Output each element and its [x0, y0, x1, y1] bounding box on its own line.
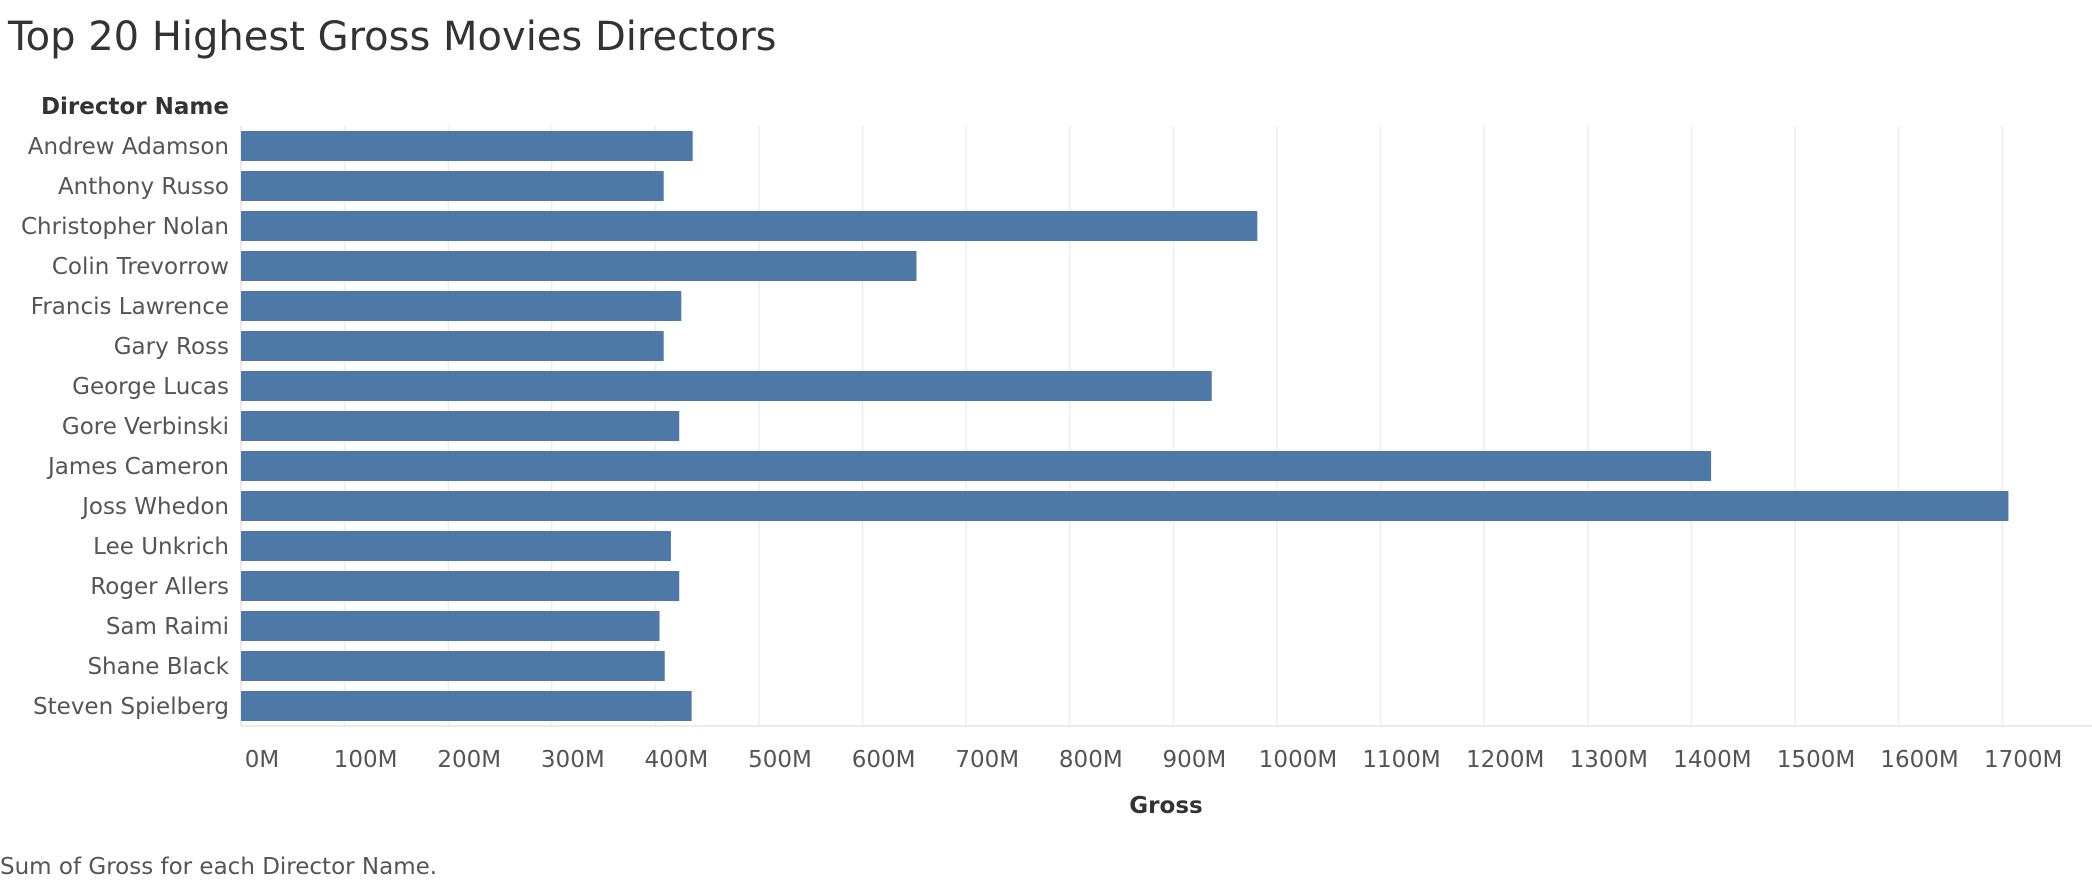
category-label: Anthony Russo: [58, 174, 229, 200]
bar[interactable]: [241, 331, 664, 361]
category-label: Colin Trevorrow: [52, 254, 229, 280]
x-tick-label: 600M: [852, 747, 916, 773]
bar[interactable]: [241, 371, 1212, 401]
category-labels: Andrew Adamson Anthony Russo Christopher N…: [21, 134, 230, 720]
bar[interactable]: [241, 131, 693, 161]
chart-title: Top 20 Highest Gross Movies Directors: [8, 14, 777, 60]
x-tick-label: 1100M: [1362, 747, 1440, 773]
x-tick-label: 200M: [437, 747, 501, 773]
x-tick-label: 300M: [541, 747, 605, 773]
bar[interactable]: [241, 651, 665, 681]
category-label: Steven Spielberg: [33, 694, 229, 720]
x-tick-label: 400M: [645, 747, 709, 773]
x-tick-label: 1000M: [1259, 747, 1337, 773]
x-axis-ticks: 0M 100M 200M 300M 400M 500M 600M 700M 800M 900M 10…: [245, 747, 2063, 773]
category-label: Joss Whedon: [80, 494, 229, 520]
bar[interactable]: [241, 171, 664, 201]
x-tick-label: 1300M: [1570, 747, 1648, 773]
category-label: Christopher Nolan: [21, 214, 229, 240]
bar[interactable]: [241, 251, 917, 281]
category-label: Andrew Adamson: [28, 134, 229, 160]
category-label: James Cameron: [46, 454, 229, 480]
x-tick-label: 1600M: [1880, 747, 1958, 773]
bars: [241, 131, 2009, 721]
category-label: Roger Allers: [90, 574, 229, 600]
bar[interactable]: [241, 571, 680, 601]
x-tick-label: 800M: [1059, 747, 1123, 773]
chart-caption: Sum of Gross for each Director Name.: [0, 854, 438, 880]
x-tick-label: 500M: [748, 747, 812, 773]
bar[interactable]: [241, 211, 1258, 241]
bar[interactable]: [241, 451, 1712, 481]
category-label: Gary Ross: [114, 334, 229, 360]
x-tick-label: 900M: [1163, 747, 1227, 773]
category-label: Francis Lawrence: [31, 294, 229, 320]
bar-chart: Andrew Adamson Anthony Russo Christopher N…: [21, 126, 2092, 819]
bar[interactable]: [241, 531, 671, 561]
bar[interactable]: [241, 691, 692, 721]
x-tick-label: 1200M: [1466, 747, 1544, 773]
x-axis-title: Gross: [1129, 793, 1202, 819]
x-tick-label: 1500M: [1777, 747, 1855, 773]
row-header-director-name: Director Name: [40, 94, 229, 120]
category-label: Sam Raimi: [106, 614, 229, 640]
category-label: Shane Black: [87, 654, 229, 680]
x-tick-label: 1700M: [1984, 747, 2062, 773]
bar[interactable]: [241, 411, 680, 441]
category-label: George Lucas: [72, 374, 229, 400]
bar[interactable]: [241, 291, 682, 321]
bar[interactable]: [241, 611, 660, 641]
x-tick-label: 100M: [334, 747, 398, 773]
bar[interactable]: [241, 491, 2009, 521]
x-tick-label: 1400M: [1673, 747, 1751, 773]
category-label: Lee Unkrich: [93, 534, 229, 560]
category-label: Gore Verbinski: [62, 414, 229, 440]
x-tick-label: 700M: [955, 747, 1019, 773]
x-tick-label: 0M: [245, 747, 279, 773]
